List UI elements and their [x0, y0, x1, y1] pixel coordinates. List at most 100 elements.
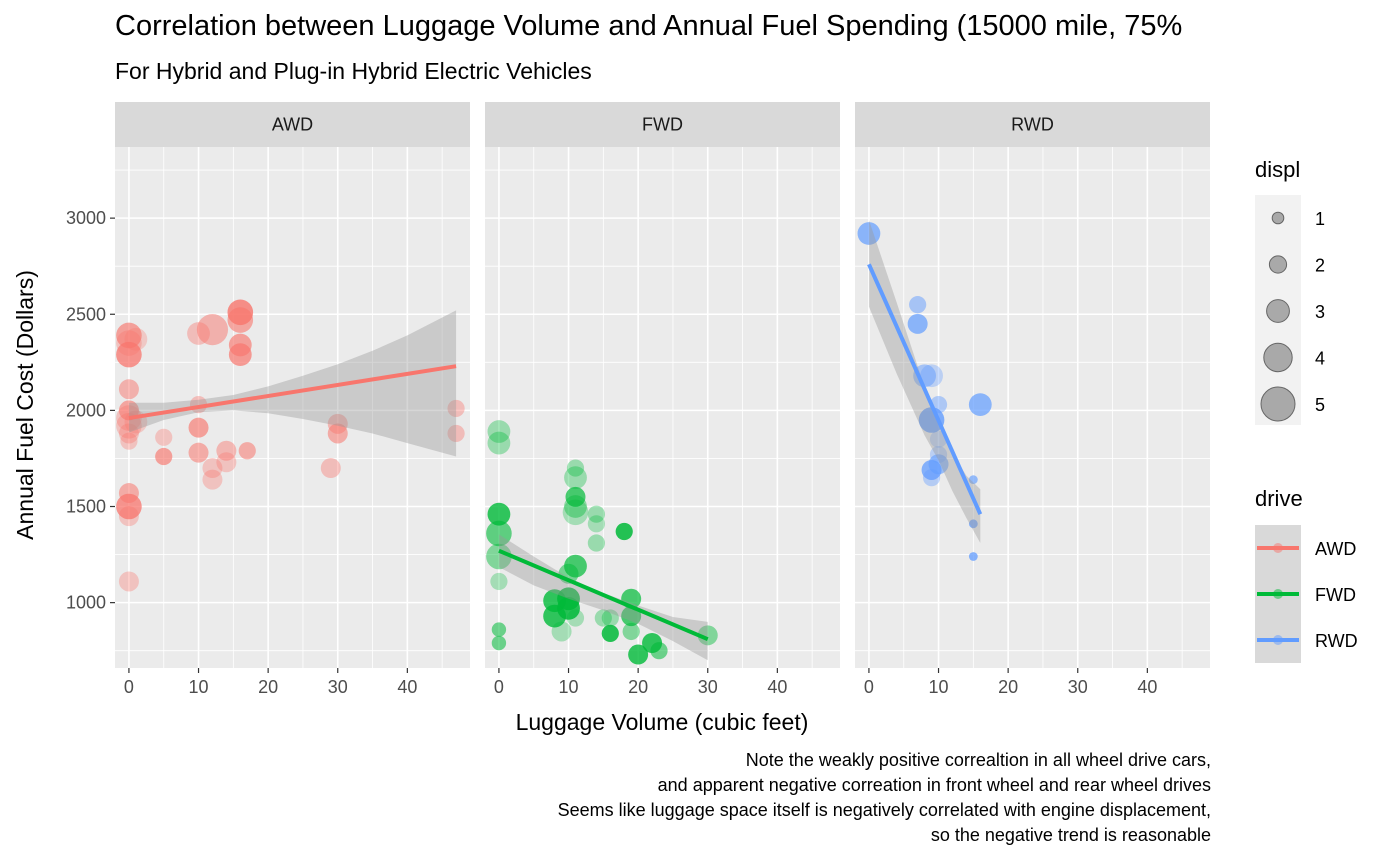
x-tick-label: 30 [328, 677, 348, 697]
color-legend: drive AWD FWD RWD [1255, 486, 1358, 663]
data-point [447, 399, 465, 418]
data-point [913, 364, 937, 388]
size-legend-key [1266, 299, 1290, 323]
size-legend-title: displ [1255, 157, 1300, 182]
color-legend-label: FWD [1315, 585, 1356, 605]
x-tick-label: 20 [998, 677, 1018, 697]
color-legend-title: drive [1255, 486, 1303, 511]
data-point [216, 440, 237, 461]
facet-strip [115, 102, 470, 147]
y-tick-label: 1000 [66, 593, 106, 613]
data-point [650, 642, 668, 660]
data-point [202, 458, 223, 479]
x-tick-label: 0 [864, 677, 874, 697]
data-point [202, 469, 223, 490]
y-tick-label: 1500 [66, 497, 106, 517]
size-legend-key [1271, 211, 1285, 225]
data-point [968, 519, 978, 529]
data-point [490, 572, 508, 591]
confidence-band [128, 310, 457, 457]
x-tick-label: 40 [397, 677, 417, 697]
chart-caption: Note the weakly positive correaltion in … [558, 748, 1211, 848]
y-tick-label: 2500 [66, 304, 106, 324]
data-point [118, 506, 139, 527]
size-legend-key [1268, 255, 1288, 274]
data-point [557, 597, 580, 620]
data-point [562, 499, 589, 526]
data-point [920, 364, 943, 388]
data-point [116, 412, 142, 439]
trend-line [498, 548, 709, 642]
trend-line [867, 263, 983, 516]
caption-line: Seems like luggage space itself is negat… [557, 800, 1211, 820]
data-point [487, 420, 511, 443]
data-point [601, 609, 619, 627]
data-point [320, 458, 341, 479]
data-point [124, 327, 148, 351]
data-point [968, 393, 992, 417]
chart-title: Correlation between Luggage Volume and A… [115, 10, 1183, 42]
data-point [564, 466, 587, 490]
y-axis-label: Annual Fuel Cost (Dollars) [12, 270, 38, 540]
size-legend-label: 2 [1315, 256, 1325, 276]
x-tick-label: 30 [1068, 677, 1088, 697]
data-point [587, 515, 605, 533]
x-tick-label: 10 [559, 677, 579, 697]
facet-strip [855, 102, 1210, 147]
data-point [587, 505, 605, 523]
size-legend-key [1263, 342, 1293, 373]
data-point [116, 341, 142, 368]
data-point [918, 407, 945, 433]
data-point [486, 543, 512, 570]
x-tick-label: 40 [767, 677, 787, 697]
data-point [118, 571, 139, 592]
x-tick-label: 10 [189, 677, 209, 697]
data-point [238, 442, 256, 460]
data-point [188, 417, 209, 438]
data-point [447, 424, 465, 443]
data-point [968, 552, 978, 561]
caption-line: so the negative trend is reasonable [930, 825, 1211, 845]
panel-background [115, 147, 470, 668]
facet-panel-fwd: FWD [485, 102, 840, 668]
x-tick-label: 0 [124, 677, 134, 697]
x-axis-label: Luggage Volume (cubic feet) [516, 709, 809, 735]
trend-line [128, 364, 457, 421]
data-point [116, 493, 142, 520]
color-legend-label: RWD [1315, 631, 1358, 651]
size-legend-key [1260, 386, 1296, 422]
data-point [118, 423, 139, 444]
data-point [928, 454, 949, 475]
size-legend-label: 1 [1315, 209, 1325, 229]
data-point [228, 343, 252, 367]
data-point [487, 502, 511, 526]
data-point [116, 322, 142, 349]
data-point [621, 606, 642, 627]
x-tick-label: 30 [698, 677, 718, 697]
data-point [155, 428, 173, 446]
data-point [564, 554, 587, 578]
y-tick-label: 3000 [66, 208, 106, 228]
y-tick-label: 2000 [66, 400, 106, 420]
x-tick-label: 0 [494, 677, 504, 697]
confidence-band [498, 534, 708, 661]
x-tick-label: 20 [628, 677, 648, 697]
data-point [628, 644, 649, 665]
data-point [909, 296, 927, 314]
data-point [487, 431, 511, 455]
data-point [601, 624, 619, 642]
x-tick-label: 40 [1137, 677, 1157, 697]
confidence-band [868, 220, 981, 544]
panel-background [855, 147, 1210, 668]
color-legend-label: AWD [1315, 539, 1356, 559]
data-point [486, 520, 512, 547]
facet-panel-rwd: RWD [855, 102, 1210, 668]
facet-strip-label: AWD [272, 115, 313, 135]
data-point [566, 459, 585, 477]
data-point [491, 622, 507, 637]
facet-panel-awd: AWD [115, 102, 470, 668]
data-point [227, 307, 254, 333]
data-point [196, 314, 229, 346]
data-point [857, 222, 881, 245]
